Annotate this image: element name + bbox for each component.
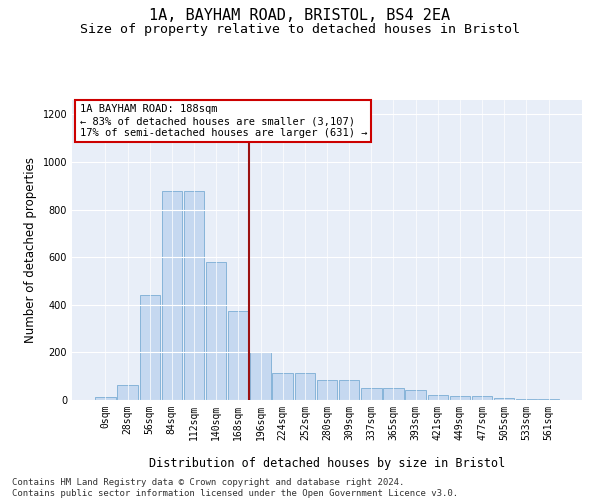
Bar (450, 396, 470, 400)
Bar (161, 191, 182, 400)
Bar (516, 399, 536, 400)
Bar (118, 384, 138, 400)
Bar (295, 372, 315, 400)
Bar (383, 388, 404, 400)
Text: Contains HM Land Registry data © Crown copyright and database right 2024.
Contai: Contains HM Land Registry data © Crown c… (12, 478, 458, 498)
Text: Distribution of detached houses by size in Bristol: Distribution of detached houses by size … (149, 458, 505, 470)
Bar (272, 372, 293, 400)
Bar (472, 396, 493, 400)
Bar (317, 380, 337, 400)
Bar (361, 388, 382, 400)
Y-axis label: Number of detached properties: Number of detached properties (24, 157, 37, 343)
Bar (339, 380, 359, 400)
Bar (250, 352, 271, 400)
Bar (228, 310, 248, 400)
Bar (95, 397, 116, 400)
Text: 1A BAYHAM ROAD: 188sqm
← 83% of detached houses are smaller (3,107)
17% of semi-: 1A BAYHAM ROAD: 188sqm ← 83% of detached… (80, 104, 367, 138)
Bar (206, 262, 226, 400)
Bar (494, 398, 514, 400)
Bar (140, 295, 160, 400)
Bar (406, 390, 426, 400)
Bar (428, 395, 448, 400)
Bar (538, 399, 559, 400)
Text: 1A, BAYHAM ROAD, BRISTOL, BS4 2EA: 1A, BAYHAM ROAD, BRISTOL, BS4 2EA (149, 8, 451, 22)
Text: Size of property relative to detached houses in Bristol: Size of property relative to detached ho… (80, 22, 520, 36)
Bar (184, 192, 204, 400)
